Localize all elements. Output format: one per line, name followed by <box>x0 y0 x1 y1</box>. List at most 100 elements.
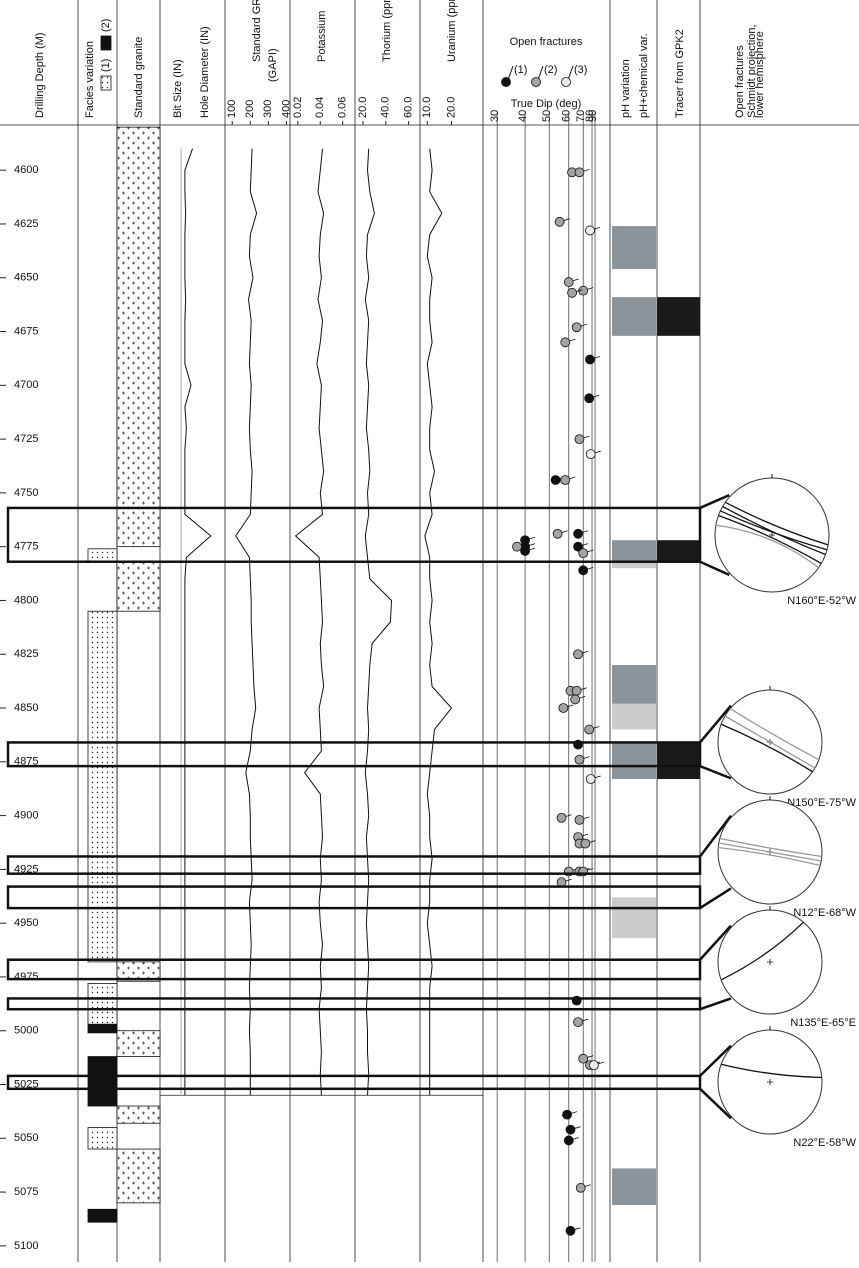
fracture-point <box>554 216 565 227</box>
depth-tick-label: 4975 <box>14 971 38 983</box>
tracer-interval <box>657 742 700 780</box>
tracer-label: Tracer from GPK2 <box>674 29 686 118</box>
track-tick-label: 10.0 <box>421 97 433 118</box>
fracture-point <box>520 546 530 556</box>
fracture-point <box>512 541 522 552</box>
track-tick-label: 0.06 <box>337 97 349 118</box>
depth-zone <box>6 1074 702 1091</box>
stereonet-caption: N160°E-52°W <box>787 595 856 607</box>
facies-legend-swatch <box>100 35 112 51</box>
stereo-label: Open fractures <box>734 45 746 118</box>
great-circle <box>720 510 828 551</box>
great-circle <box>720 921 804 981</box>
track-unit: (GAPI) <box>267 48 279 82</box>
ph-interval <box>612 742 656 780</box>
facies-interval <box>87 1208 118 1223</box>
depth-tick-label: 5100 <box>14 1240 38 1252</box>
depth-tick-label: 4900 <box>14 809 38 821</box>
depth-tick-label: 4825 <box>14 648 38 660</box>
fracture-point <box>565 1225 576 1236</box>
ph-interval <box>612 540 656 562</box>
connector <box>699 814 732 858</box>
track-tick-label: 0.02 <box>292 97 304 118</box>
dip-tick-label: 60 <box>561 110 573 122</box>
fracture-point <box>560 337 571 348</box>
dip-tick-label: 40 <box>517 110 529 122</box>
track-tick-label: 200 <box>244 100 256 118</box>
depth-tick-label: 4800 <box>14 594 38 606</box>
fracture-point <box>580 838 591 849</box>
facies-interval <box>87 1127 118 1150</box>
facies-legend-swatch <box>100 75 112 91</box>
stereonet-center <box>767 959 773 965</box>
connector <box>699 924 732 961</box>
fracture-point <box>578 548 589 559</box>
great-circle <box>720 723 813 773</box>
connector <box>699 764 732 780</box>
dip-tick-label: 50 <box>541 110 553 122</box>
fracture-point <box>573 649 583 660</box>
facies-legend-label: (2) <box>100 19 112 32</box>
ph-label: pH+chemical var. <box>638 33 650 118</box>
stereonet-center <box>767 1079 773 1085</box>
facies-interval <box>87 548 118 563</box>
fracture-point <box>573 541 583 552</box>
great-circle <box>715 524 820 569</box>
fracture-point <box>578 1053 589 1064</box>
great-circle <box>729 708 820 761</box>
facies-legend-label: (1) <box>100 59 112 72</box>
ph-interval <box>612 226 656 270</box>
great-circle <box>718 846 821 867</box>
legend-tail <box>507 65 514 81</box>
track-tick-label: 20.0 <box>357 97 369 118</box>
depth-tick-label: 4750 <box>14 487 38 499</box>
track-tick-label: 40.0 <box>380 97 392 118</box>
depth-tick-label: 4700 <box>14 379 38 391</box>
fracture-point <box>585 354 595 365</box>
stereonet-center <box>769 532 775 538</box>
fracture-point <box>552 528 563 539</box>
log-curve <box>364 148 393 1096</box>
great-circle <box>718 514 822 565</box>
granite-label: Standard granite <box>133 37 145 118</box>
track-tick-label: 300 <box>262 100 274 118</box>
ph-label: pH variation <box>620 59 632 118</box>
fracture-point <box>556 812 567 823</box>
legend-label: (3) <box>574 64 587 76</box>
depth-tick-label: 5075 <box>14 1186 38 1198</box>
facies-interval <box>87 610 118 963</box>
great-circle <box>718 842 822 862</box>
depth-tick-label: 4925 <box>14 863 38 875</box>
stereonet-caption: N22°E-58°W <box>793 1137 856 1149</box>
tracer-interval <box>657 540 700 562</box>
fracture-point <box>571 322 582 333</box>
track-tick-label: 0.04 <box>314 97 326 118</box>
great-circle <box>724 715 816 769</box>
track-name: Thorium (ppm) <box>381 0 393 62</box>
depth-tick-label: 4625 <box>14 218 38 230</box>
connector <box>699 1044 732 1077</box>
stereonet-caption: N135°E-65°E <box>790 1017 856 1029</box>
granite-interval <box>116 1030 161 1057</box>
depth-tick-label: 4875 <box>14 756 38 768</box>
legend-label: (2) <box>544 64 557 76</box>
ph-interval <box>612 561 656 569</box>
track-name: Potassium <box>316 11 328 62</box>
stereo-note: lower hemisphere <box>754 31 766 118</box>
fracture-point <box>567 287 577 298</box>
fracture-point <box>573 1017 583 1028</box>
depth-tick-label: 5050 <box>14 1132 38 1144</box>
depth-tick-label: 4950 <box>14 917 38 929</box>
fracture-point <box>585 225 595 236</box>
facies-interval <box>87 1023 118 1034</box>
stereonet-caption: N12°E-68°W <box>793 907 856 919</box>
depth-tick-label: 4775 <box>14 541 38 553</box>
legend-tail <box>537 65 544 81</box>
fracture-point <box>574 754 585 765</box>
fracture-point <box>562 1109 572 1120</box>
legend-symbol <box>531 77 541 87</box>
ph-interval <box>612 897 656 939</box>
fracture-point <box>565 1124 576 1135</box>
stereonet-caption: N150°E-75°W <box>787 797 856 809</box>
